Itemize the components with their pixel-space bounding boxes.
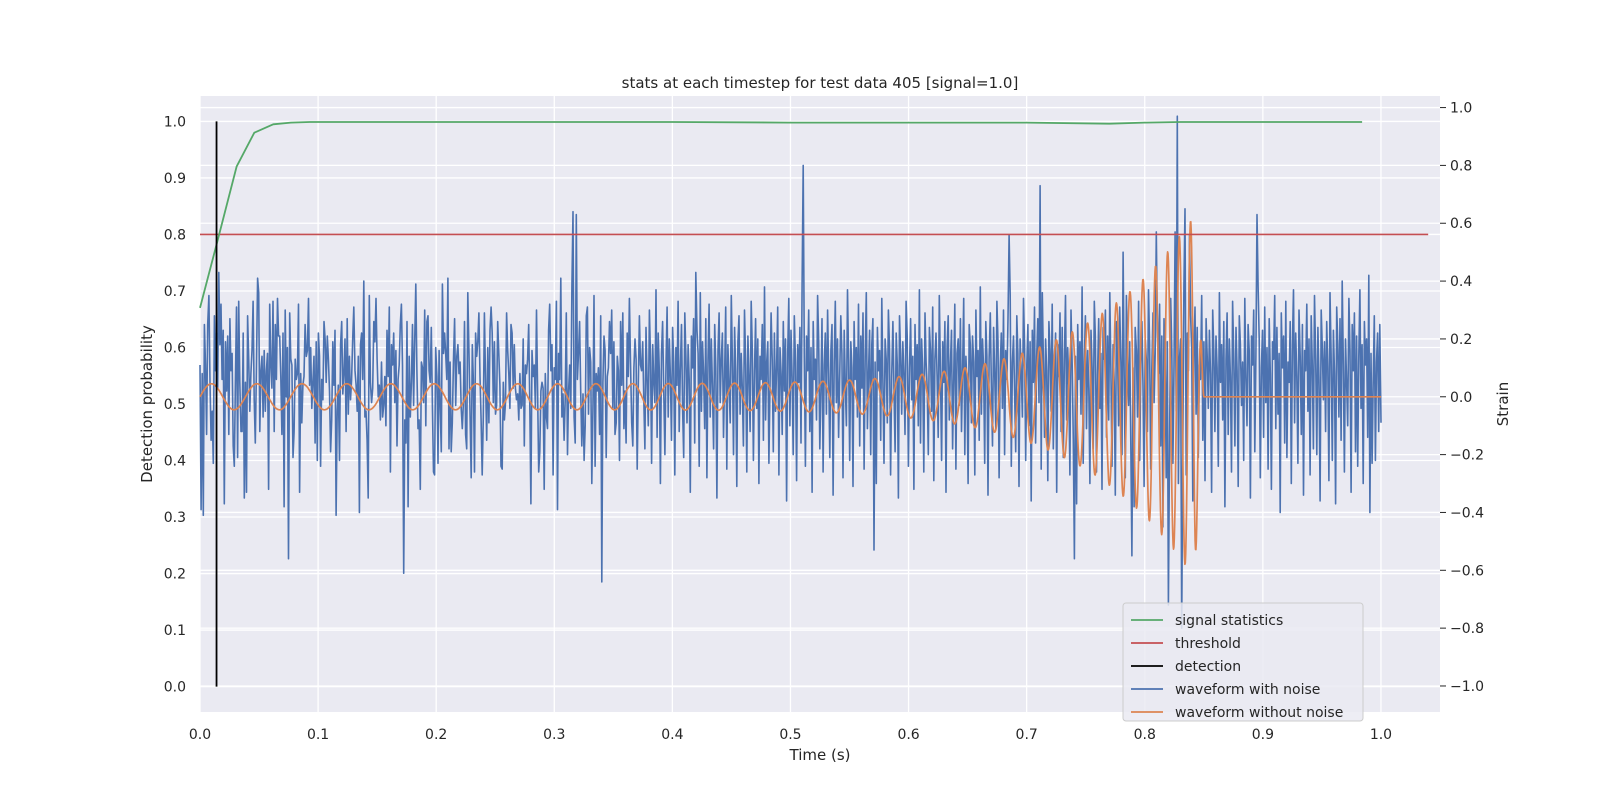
chart-title: stats at each timestep for test data 405… [622,74,1019,92]
legend-box [1122,602,1364,722]
y2-tick-label: 1.0 [1450,101,1472,117]
y2-tick-label: −0.2 [1450,448,1484,464]
series-line-signal-statistics [199,121,1363,309]
y-tick-label: 0.8 [164,227,186,243]
legend-label: signal statistics [1175,613,1283,629]
y-tick-label: 0.1 [164,623,186,639]
y-tick-label: 0.0 [164,680,186,696]
y2-tick-label: 0.6 [1450,216,1472,232]
x-axis-ticks: 0.0 0.1 0.2 0.3 0.4 0.5 0.6 0.7 0.8 0.9 1.0 [189,727,1392,743]
x-tick-label: 0.3 [543,727,565,743]
y2-tick-label: −0.4 [1450,505,1484,521]
legend-label: waveform with noise [1175,682,1320,698]
y-tick-label: 0.4 [164,454,186,470]
legend-label: threshold [1175,636,1241,652]
legend-label: detection [1175,659,1241,675]
y-tick-label: 0.9 [164,171,186,187]
y2-tick-label: −1.0 [1450,679,1484,695]
legend: signal statistics threshold detection wavef… [1122,602,1364,722]
x-tick-label: 0.4 [661,727,683,743]
x-tick-label: 0.5 [779,727,801,743]
y-axis-ticks: 0.0 0.1 0.2 0.3 0.4 0.5 0.6 0.7 0.8 0.9 1.0 [164,114,186,695]
y-tick-label: 0.3 [164,510,186,526]
x-tick-label: 0.7 [1016,727,1038,743]
y2-tick-label: 0.4 [1450,274,1472,290]
x-tick-label: 0.8 [1134,727,1156,743]
y2-axis-label: Strain [1494,382,1512,426]
y2-tick-label: 0.8 [1450,158,1472,174]
legend-label: waveform without noise [1175,705,1343,721]
y-tick-label: 0.7 [164,284,186,300]
x-tick-label: 0.1 [307,727,329,743]
x-tick-label: 0.6 [897,727,919,743]
y2-tick-label: 0.0 [1450,390,1472,406]
y2-axis-ticks: −1.0 −0.8 −0.6 −0.4 −0.2 0.0 0.2 0.4 0.6 0.8 1.0 [1440,101,1484,695]
y-tick-label: 0.6 [164,340,186,356]
y-tick-label: 0.2 [164,567,186,583]
y-axis-label: Detection probability [138,325,156,483]
x-tick-label: 0.0 [189,727,211,743]
series-line-waveform-with-noise [199,115,1382,629]
x-tick-label: 1.0 [1370,727,1392,743]
y2-tick-label: −0.8 [1450,621,1484,637]
series-layer [199,115,1429,687]
y-tick-label: 1.0 [164,114,186,130]
y2-tick-label: 0.2 [1450,332,1472,348]
y2-tick-label: −0.6 [1450,563,1484,579]
series-line-waveform-without-noise [199,220,1382,566]
y-tick-label: 0.5 [164,397,186,413]
x-tick-label: 0.9 [1252,727,1274,743]
x-tick-label: 0.2 [425,727,447,743]
x-axis-label: Time (s) [789,746,851,764]
